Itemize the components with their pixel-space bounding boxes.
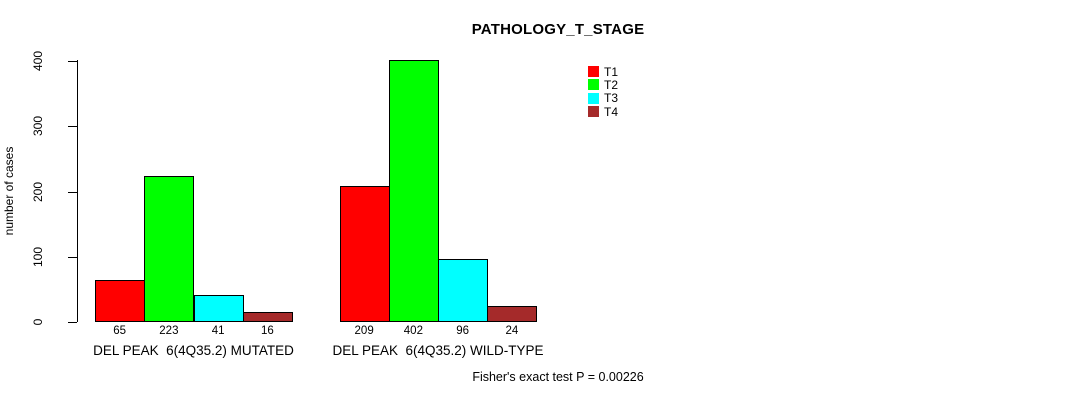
y-tick-label: 0 bbox=[31, 318, 45, 326]
legend-item-t1: T1 bbox=[588, 65, 618, 78]
legend-item-t4: T4 bbox=[588, 105, 618, 118]
bar-t2-group1 bbox=[144, 176, 194, 322]
category-label: DEL PEAK 6(4Q35.2) MUTATED bbox=[93, 343, 294, 358]
bar-t4-group1 bbox=[243, 312, 293, 322]
y-axis-line bbox=[77, 60, 78, 322]
y-tick-mark bbox=[68, 192, 77, 193]
legend-swatch-t4-icon bbox=[588, 106, 599, 118]
chart-title: PATHOLOGY_T_STAGE bbox=[471, 21, 645, 38]
bar-t3-group2 bbox=[438, 259, 488, 322]
bar-value-label: 402 bbox=[403, 325, 423, 337]
bar-value-label: 65 bbox=[113, 325, 127, 337]
bar-value-label: 16 bbox=[260, 325, 274, 337]
y-tick-label: 200 bbox=[31, 181, 45, 203]
bar-value-label: 223 bbox=[159, 325, 179, 337]
legend-item-t3: T3 bbox=[588, 92, 618, 105]
legend-swatch-t2-icon bbox=[588, 79, 599, 91]
legend: T1 T2 T3 T4 bbox=[588, 65, 618, 118]
y-tick-label: 400 bbox=[31, 50, 45, 72]
legend-swatch-t3-icon bbox=[588, 92, 599, 104]
y-tick-mark bbox=[68, 322, 77, 323]
category-label: DEL PEAK 6(4Q35.2) WILD-TYPE bbox=[332, 343, 544, 358]
y-axis-label: number of cases bbox=[2, 146, 16, 236]
bar-value-label: 41 bbox=[211, 325, 225, 337]
y-tick-mark bbox=[68, 126, 77, 127]
legend-label: T4 bbox=[604, 104, 619, 119]
bar-t2-group2 bbox=[389, 60, 439, 322]
legend-label: T2 bbox=[604, 77, 619, 92]
y-tick-mark bbox=[68, 257, 77, 258]
bar-t1-group1 bbox=[95, 280, 145, 322]
y-tick-label: 100 bbox=[31, 246, 45, 268]
legend-swatch-t1-icon bbox=[588, 66, 599, 78]
stat-annotation: Fisher's exact test P = 0.00226 bbox=[472, 370, 644, 384]
legend-item-t2: T2 bbox=[588, 78, 618, 91]
legend-label: T3 bbox=[604, 91, 619, 106]
bar-value-label: 209 bbox=[354, 325, 374, 337]
y-tick-label: 300 bbox=[31, 115, 45, 137]
bar-t1-group2 bbox=[340, 186, 390, 322]
legend-label: T1 bbox=[604, 64, 619, 79]
bar-value-label: 96 bbox=[456, 325, 470, 337]
bar-t3-group1 bbox=[194, 295, 244, 322]
bar-value-label: 24 bbox=[505, 325, 519, 337]
y-tick-mark bbox=[68, 61, 77, 62]
bar-t4-group2 bbox=[487, 306, 537, 322]
